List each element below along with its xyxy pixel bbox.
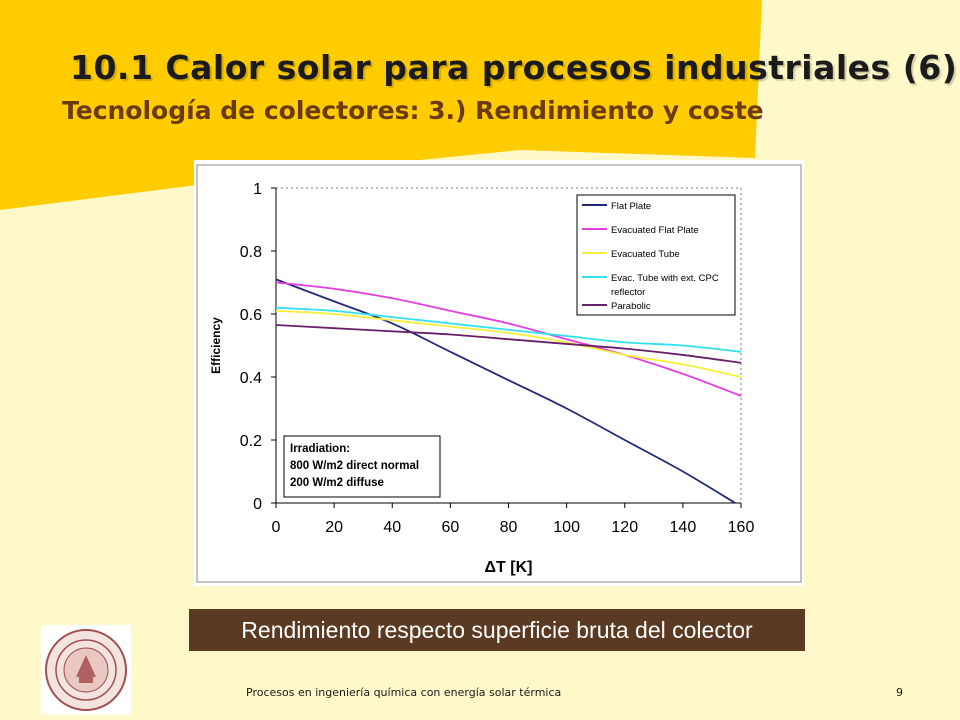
series-line-flat-plate [275, 278, 736, 504]
y-tick-label: 0.4 [240, 370, 262, 387]
x-tick-label: 20 [325, 519, 343, 536]
x-tick-label: 80 [500, 519, 518, 536]
legend-box [576, 194, 736, 316]
x-axis-label: ΔT [K] [485, 559, 533, 576]
y-tick-label: 0.8 [240, 244, 262, 261]
x-tick-label: 0 [272, 519, 281, 536]
legend-entry: reflector [611, 287, 645, 298]
legend-entry: Evacuated Flat Plate [611, 225, 699, 236]
legend-entry: Parabolic [611, 301, 651, 312]
footer-text: Procesos en ingeniería química con energ… [246, 686, 562, 699]
legend-entry: Flat Plate [611, 201, 651, 212]
x-tick-label: 120 [611, 519, 638, 536]
x-tick-label: 100 [553, 519, 580, 536]
x-tick-label: 140 [670, 519, 697, 536]
y-tick-label: 0.2 [240, 433, 262, 450]
series-line-evac-tube-with-ext-cpc-reflector [275, 306, 742, 353]
x-tick-label: 160 [728, 519, 755, 536]
y-tick-label: 0.6 [240, 307, 262, 324]
university-seal-logo [41, 625, 131, 715]
legend-entry: Evacuated Tube [611, 249, 680, 260]
irradiation-annotation-box [283, 435, 441, 498]
efficiency-chart: 0 0.2 0.4 0.6 0.8 1 0 20 40 60 80 100 120 140 160 ΔT [K… [196, 164, 802, 583]
page-number: 9 [896, 686, 903, 699]
annotation-line: 200 W/m2 diffuse [290, 477, 384, 489]
annotation-line: Irradiation: [290, 443, 350, 455]
series-line-evacuated-flat-plate [275, 281, 742, 397]
chart-caption: Rendimiento respecto superficie bruta de… [189, 609, 805, 651]
y-axis-label: Efficiency [209, 317, 223, 374]
y-tick-label: 0 [253, 496, 262, 513]
slide-subtitle: Tecnología de colectores: 3.) Rendimient… [62, 96, 764, 125]
legend-entry: Evac. Tube with ext. CPC [611, 273, 719, 284]
series-line-evacuated-tube [275, 309, 742, 378]
annotation-line: 800 W/m2 direct normal [290, 460, 419, 472]
seal-icon [45, 629, 127, 711]
chart-frame: 0 0.2 0.4 0.6 0.8 1 0 20 40 60 80 100 120 140 160 ΔT [K… [194, 160, 804, 586]
series-line-parabolic [275, 324, 742, 364]
x-tick-label: 40 [383, 519, 401, 536]
x-tick-label: 60 [441, 519, 459, 536]
slide-title: 10.1 Calor solar para procesos industria… [70, 48, 958, 87]
y-tick-label: 1 [253, 181, 262, 198]
